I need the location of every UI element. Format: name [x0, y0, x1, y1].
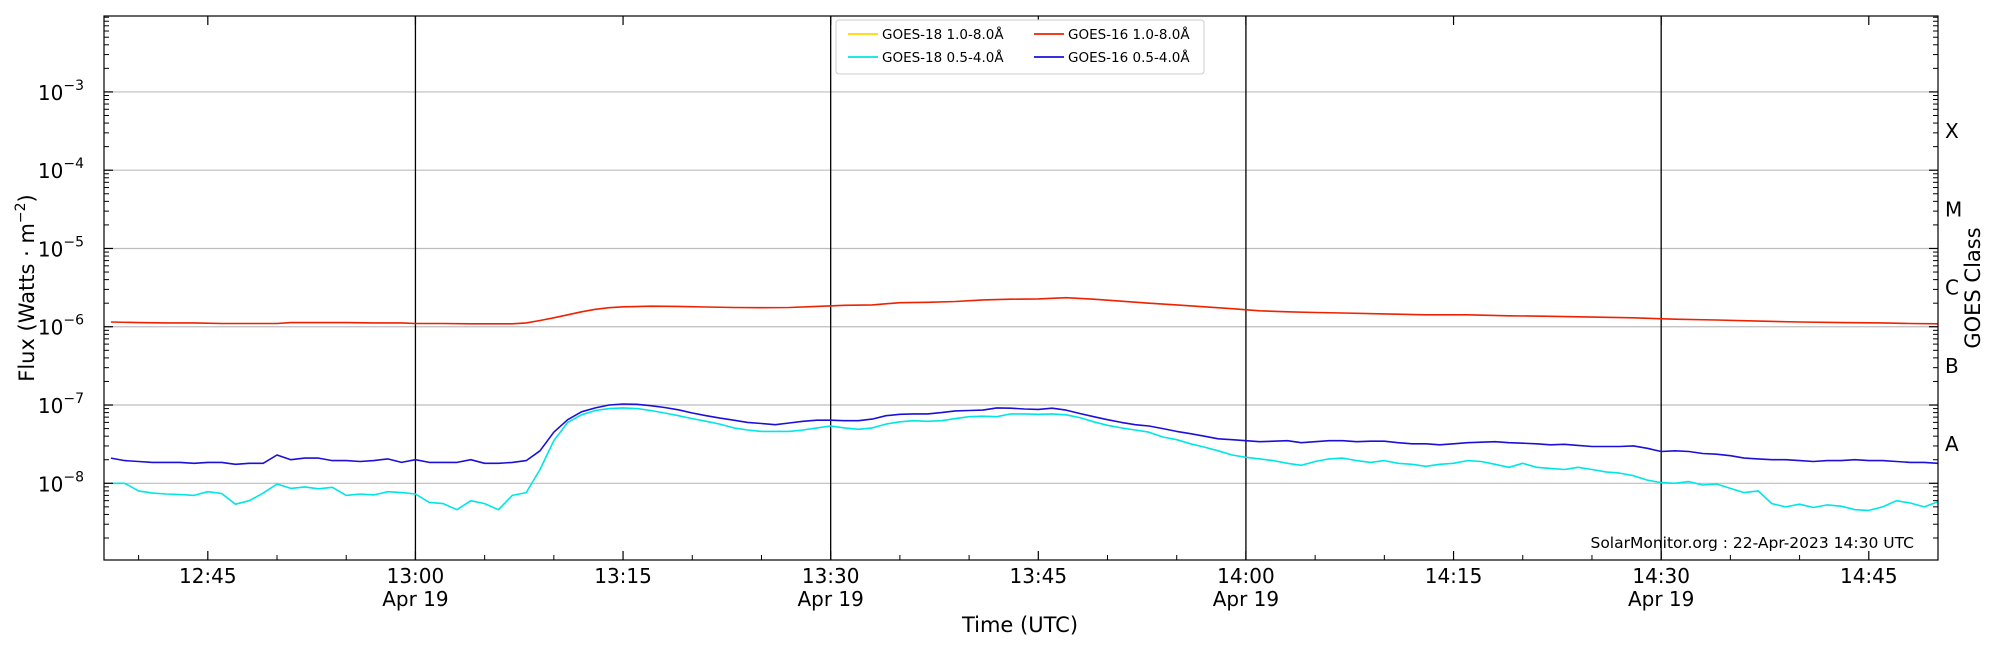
legend-box — [835, 19, 1205, 75]
x-tick-label-5: 14:00 — [1217, 564, 1275, 588]
y-tick-base-4: 10 — [38, 159, 63, 183]
y-tick-label-2: 10−6 — [38, 313, 84, 340]
y-tick-label-1: 10−7 — [38, 391, 84, 418]
x-axis-title: Time (UTC) — [961, 613, 1078, 637]
y-tick-base-0: 10 — [38, 472, 63, 496]
y-tick-exponent-1: −7 — [63, 391, 84, 407]
y-tick-exponent-3: −5 — [63, 234, 84, 250]
x-tick-label-3: 13:30 — [802, 564, 860, 588]
x-tick-date-1: Apr 19 — [382, 587, 448, 611]
goes-class-axis: A B C M X — [1945, 119, 1962, 456]
x-tick-label-1: 13:00 — [387, 564, 445, 588]
goes-class-label-B: B — [1945, 354, 1959, 378]
y-tick-base-5: 10 — [38, 81, 63, 105]
y-tick-label-4: 10−4 — [38, 156, 84, 183]
y-tick-exponent-4: −4 — [63, 156, 84, 172]
y-tick-label-0: 10−8 — [38, 469, 84, 496]
y-tick-base-1: 10 — [38, 394, 63, 418]
goes-class-label-M: M — [1945, 197, 1962, 221]
y-tick-label-3: 10−5 — [38, 234, 84, 261]
y-tick-exponent-5: −3 — [63, 78, 84, 94]
data-series — [110, 296, 1939, 512]
y-axis: 10−810−710−610−510−410−3 — [38, 16, 1938, 539]
y-tick-base-2: 10 — [38, 316, 63, 340]
goes-class-label-A: A — [1945, 432, 1959, 456]
vertical-markers — [414, 16, 1662, 560]
goes-class-axis-title: GOES Class — [1961, 227, 1985, 348]
y-tick-base-3: 10 — [38, 237, 63, 261]
legend-label-0: GOES-18 1.0-8.0Å — [882, 26, 1004, 43]
y-axis-title-exponent: −2 — [13, 202, 29, 223]
legend: GOES-18 1.0-8.0Å GOES-18 0.5-4.0Å GOES-16 … — [835, 19, 1205, 75]
legend-label-3: GOES-16 0.5-4.0Å — [1068, 49, 1190, 66]
x-tick-label-4: 13:45 — [1009, 564, 1067, 588]
x-tick-label-6: 14:15 — [1425, 564, 1483, 588]
y-tick-label-5: 10−3 — [38, 78, 84, 105]
x-tick-date-3: Apr 19 — [797, 587, 863, 611]
x-tick-label-2: 13:15 — [594, 564, 652, 588]
x-tick-date-5: Apr 19 — [1213, 587, 1279, 611]
x-tick-label-8: 14:45 — [1840, 564, 1898, 588]
plot-frame — [103, 15, 1939, 561]
y-tick-exponent-0: −8 — [63, 469, 84, 485]
y-tick-exponent-2: −6 — [63, 313, 84, 329]
y-axis-title-close: ) — [15, 194, 39, 202]
y-axis-title-main: Flux (Watts · m — [15, 223, 39, 382]
x-tick-label-0: 12:45 — [179, 564, 237, 588]
series-line-1 — [110, 407, 1939, 512]
grid-lines — [104, 91, 1938, 484]
goes-class-label-C: C — [1945, 276, 1959, 300]
x-tick-date-7: Apr 19 — [1628, 587, 1694, 611]
series-line-2 — [110, 296, 1939, 325]
x-tick-label-7: 14:30 — [1632, 564, 1690, 588]
goes-class-label-X: X — [1945, 119, 1959, 143]
legend-label-2: GOES-16 1.0-8.0Å — [1068, 26, 1190, 43]
legend-label-1: GOES-18 0.5-4.0Å — [882, 49, 1004, 66]
y-axis-title: Flux (Watts · m−2) — [13, 194, 39, 382]
credit-text: SolarMonitor.org : 22-Apr-2023 14:30 UTC — [1590, 534, 1914, 552]
series-line-3 — [110, 403, 1939, 466]
